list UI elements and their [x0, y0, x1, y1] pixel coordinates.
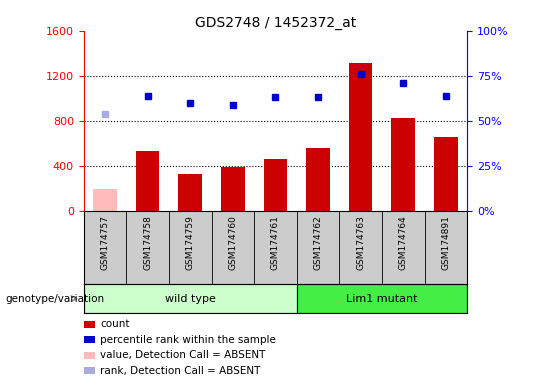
Bar — [179, 174, 202, 211]
Text: GSM174757: GSM174757 — [100, 215, 110, 270]
Bar — [136, 151, 159, 211]
Bar — [392, 118, 415, 211]
Text: rank, Detection Call = ABSENT: rank, Detection Call = ABSENT — [100, 366, 260, 376]
Text: count: count — [100, 319, 130, 329]
Text: value, Detection Call = ABSENT: value, Detection Call = ABSENT — [100, 350, 265, 360]
Text: GSM174760: GSM174760 — [228, 215, 237, 270]
Text: GSM174762: GSM174762 — [314, 215, 322, 270]
Text: genotype/variation: genotype/variation — [5, 293, 105, 304]
Bar — [93, 189, 117, 211]
Text: GSM174761: GSM174761 — [271, 215, 280, 270]
Text: GSM174758: GSM174758 — [143, 215, 152, 270]
Text: GSM174763: GSM174763 — [356, 215, 365, 270]
Bar — [296, 284, 467, 313]
Text: Lim1 mutant: Lim1 mutant — [346, 293, 417, 304]
Text: GSM174764: GSM174764 — [399, 215, 408, 270]
Bar — [434, 137, 457, 211]
Bar — [306, 148, 330, 211]
Text: percentile rank within the sample: percentile rank within the sample — [100, 335, 276, 345]
Bar — [84, 284, 296, 313]
Text: wild type: wild type — [165, 293, 215, 304]
Title: GDS2748 / 1452372_at: GDS2748 / 1452372_at — [195, 16, 356, 30]
Text: GSM174891: GSM174891 — [441, 215, 450, 270]
Bar — [349, 63, 372, 211]
Text: GSM174759: GSM174759 — [186, 215, 195, 270]
Bar — [221, 167, 245, 211]
Bar — [264, 159, 287, 211]
